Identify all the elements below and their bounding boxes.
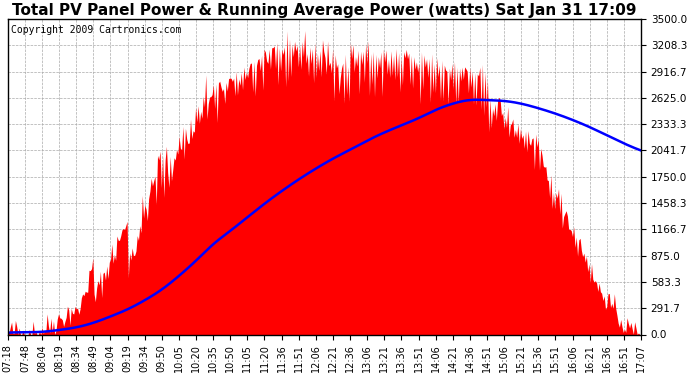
Title: Total PV Panel Power & Running Average Power (watts) Sat Jan 31 17:09: Total PV Panel Power & Running Average P…	[12, 3, 637, 18]
Text: Copyright 2009 Cartronics.com: Copyright 2009 Cartronics.com	[11, 25, 181, 35]
